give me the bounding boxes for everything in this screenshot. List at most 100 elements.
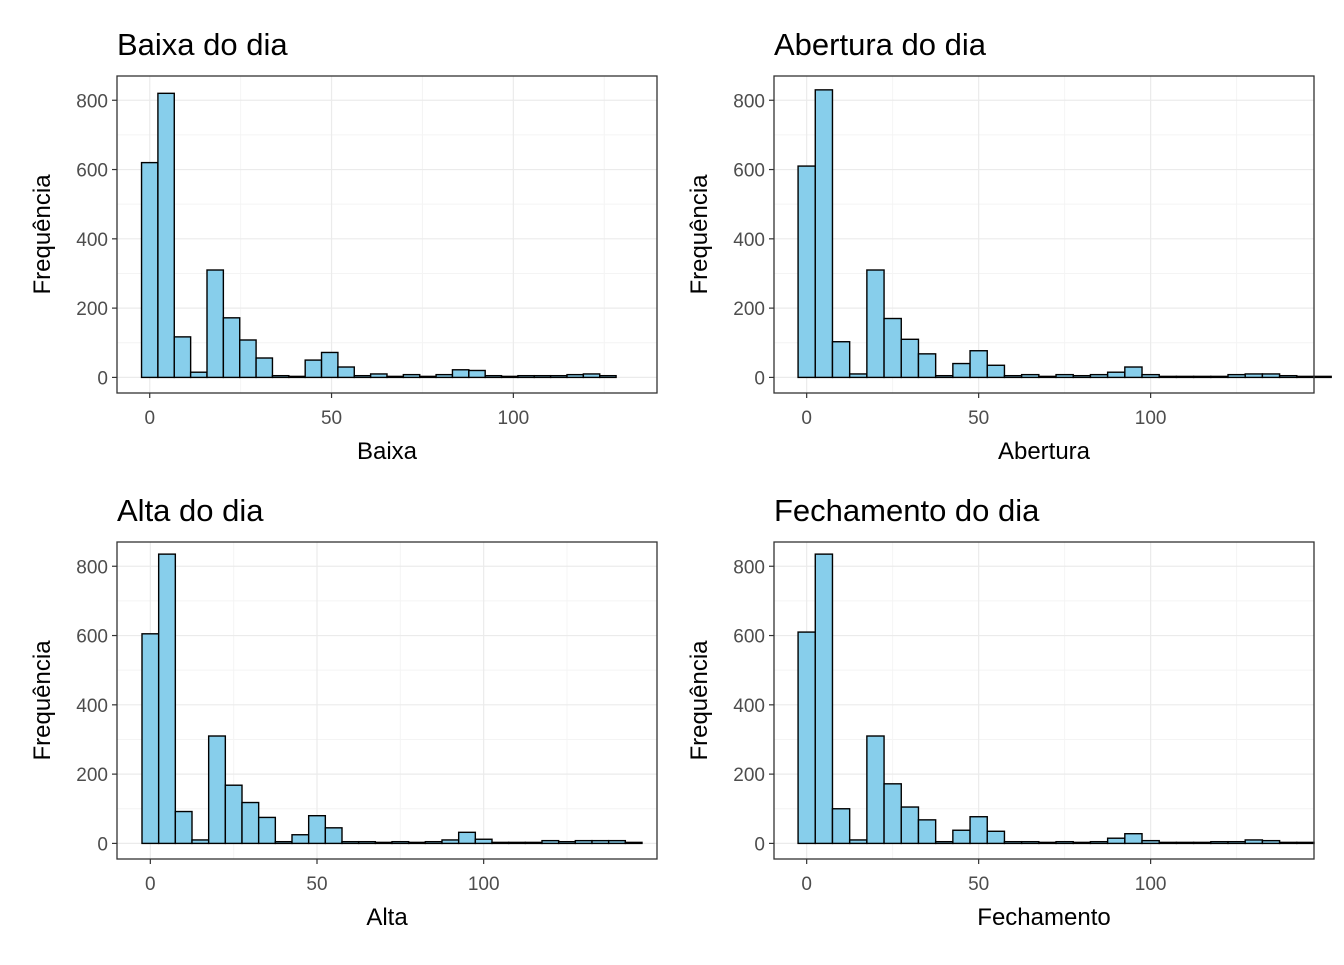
y-tick-label: 0: [97, 834, 108, 855]
histogram-bar: [1124, 366, 1143, 379]
x-tick-label: 0: [801, 408, 812, 429]
histogram-bar: [386, 375, 405, 379]
x-tick-label: 100: [1135, 874, 1167, 895]
y-axis-label: Frequência: [686, 640, 713, 761]
histogram-bar: [1020, 840, 1040, 845]
y-tick-label: 400: [76, 230, 108, 251]
histogram-bar: [883, 783, 902, 845]
histogram-bar: [484, 374, 503, 379]
chart-title: Alta do dia: [117, 493, 264, 528]
histogram-bar: [814, 89, 834, 379]
histogram-bar: [952, 362, 971, 379]
histogram-bar: [831, 341, 851, 379]
histogram-bar: [1210, 840, 1229, 845]
histogram-bar: [206, 269, 225, 379]
histogram-bar: [173, 336, 192, 379]
histogram-bar: [797, 631, 816, 845]
histogram-bar: [507, 841, 527, 845]
histogram-bar: [1261, 373, 1281, 379]
histogram-bar: [468, 369, 486, 379]
histogram-bar: [866, 269, 885, 379]
histogram-bar: [986, 830, 1006, 845]
histogram-bar: [291, 834, 310, 845]
histogram-bar: [883, 317, 902, 379]
y-tick-label: 800: [76, 91, 108, 112]
histogram-bar: [288, 375, 306, 379]
histogram-bar: [1089, 840, 1109, 845]
y-tick-label: 600: [733, 161, 765, 182]
histogram-bar: [222, 317, 241, 379]
histogram-bar: [848, 373, 868, 379]
histogram-bar: [1124, 833, 1143, 845]
histogram-bar: [374, 841, 393, 845]
histogram-bar: [1244, 839, 1264, 845]
y-tick-label: 400: [733, 230, 765, 251]
histogram-bar: [607, 839, 627, 845]
x-axis-label: Abertura: [998, 438, 1091, 465]
histogram-bar: [952, 829, 971, 845]
histogram-bar: [797, 165, 816, 379]
histogram-bar: [1038, 375, 1057, 379]
chart-fechamento: 0 200 400 600 800 0 50 100 Fechamento do dia Fech…: [686, 493, 1315, 931]
panel-border: [116, 75, 658, 394]
histogram-bar: [1175, 375, 1195, 379]
histogram-bar: [174, 810, 193, 845]
histogram-bar: [1158, 841, 1178, 845]
histogram-bar: [1244, 373, 1264, 379]
x-tick-label: 0: [801, 874, 812, 895]
histogram-bar: [566, 373, 585, 379]
histogram-bar: [1192, 375, 1212, 379]
histogram-bar: [407, 841, 427, 845]
histogram-bar: [599, 374, 617, 379]
chart-baixa: 0 200 400 600 800 0 50 100 Baixa do dia Baixa Freq…: [29, 27, 658, 465]
histogram-bar: [419, 375, 437, 379]
chart-title: Baixa do dia: [117, 27, 288, 62]
chart-title: Abertura do dia: [774, 27, 987, 62]
panel-background: [774, 76, 1314, 393]
histogram-bar: [1106, 837, 1126, 845]
x-tick-label: 100: [498, 408, 530, 429]
histogram-bar: [320, 351, 339, 379]
panel-background: [117, 76, 657, 393]
histogram-bar: [1072, 374, 1092, 379]
histogram-bar: [1141, 373, 1160, 379]
histogram-bar: [1192, 841, 1212, 845]
histogram-bar: [900, 806, 920, 845]
histogram-bar: [1020, 373, 1040, 379]
x-axis-label: Fechamento: [977, 904, 1110, 931]
x-tick-label: 50: [321, 408, 342, 429]
x-tick-label: 0: [144, 408, 155, 429]
histogram-bar: [917, 819, 937, 845]
histogram-bar: [1227, 840, 1246, 845]
histogram-bar: [866, 735, 885, 845]
histogram-bar: [337, 366, 355, 379]
y-tick-label: 800: [733, 557, 765, 578]
y-tick-label: 800: [76, 557, 108, 578]
chart-alta: 0 200 400 600 800 0 50 100 Alta do dia Alta Frequê…: [29, 493, 658, 931]
histogram-bar: [435, 373, 454, 379]
y-tick-label: 600: [76, 161, 108, 182]
y-axis-label: Frequência: [29, 640, 56, 761]
histogram-bar: [274, 840, 293, 845]
histogram-bar: [1261, 839, 1281, 845]
histogram-bar: [1296, 841, 1315, 845]
histogram-bar: [969, 350, 988, 379]
histogram-bar: [1106, 371, 1126, 379]
panel-border: [773, 75, 1315, 394]
y-tick-label: 200: [76, 299, 108, 320]
histogram-bar: [848, 839, 868, 845]
histogram-bar: [353, 374, 372, 379]
histogram-bar: [474, 838, 493, 845]
histogram-bar: [986, 364, 1006, 379]
histogram-bar: [341, 840, 360, 845]
histogram-bar: [1003, 374, 1023, 379]
histogram-bar: [557, 840, 577, 845]
y-tick-label: 0: [754, 368, 765, 389]
histogram-bar: [157, 92, 175, 379]
histogram-bar: [191, 839, 210, 845]
panel-border: [773, 541, 1315, 860]
histogram-bar: [307, 814, 327, 845]
y-tick-label: 0: [754, 834, 765, 855]
histogram-bar: [451, 369, 470, 379]
